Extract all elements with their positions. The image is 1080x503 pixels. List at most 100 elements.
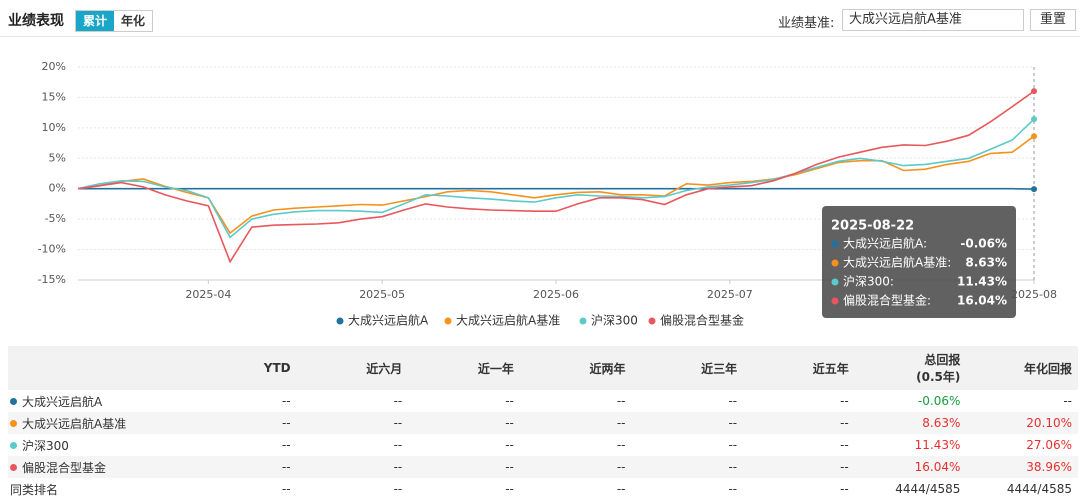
tab[interactable]: 年化 bbox=[121, 14, 146, 28]
header-text: 年化回报 bbox=[1023, 361, 1072, 376]
header-text: 总回报 bbox=[924, 353, 961, 367]
legend-label: 偏股混合型基金 bbox=[660, 313, 744, 328]
row-name: 大成兴远启航A基准 bbox=[22, 416, 127, 431]
row-name-cell: 沪深300 bbox=[8, 434, 185, 456]
table-cell: -- bbox=[281, 394, 291, 408]
header-text: 近三年 bbox=[701, 361, 738, 376]
header-cell bbox=[8, 346, 185, 390]
header-cell: 近一年 bbox=[408, 346, 520, 390]
row-name-cell: 大成兴远启航A bbox=[8, 390, 185, 412]
table-cell: -- bbox=[185, 456, 297, 478]
reset-button[interactable]: 重置 bbox=[1030, 9, 1076, 31]
returns-table: YTD 近六月 近一年 近两年 近三年 近五年 总回报 (0.5年) 年化回报 大成兴远启航A -… bbox=[8, 346, 1078, 500]
table-cell: 4444/4585 bbox=[1006, 482, 1072, 496]
legend-label: 大成兴远启航A bbox=[348, 313, 429, 328]
table-cell: -- bbox=[393, 438, 403, 452]
y-tick-label: 0% bbox=[49, 182, 66, 195]
header-cell: 近三年 bbox=[631, 346, 744, 390]
table-cell: -- bbox=[296, 412, 409, 434]
table-cell: -- bbox=[281, 438, 291, 452]
header-cell: YTD bbox=[185, 346, 297, 390]
legend-marker bbox=[648, 317, 656, 325]
tooltip-value: 16.04% bbox=[957, 294, 1007, 308]
benchmark-input[interactable]: 大成兴远启航A基准 bbox=[842, 9, 1024, 31]
header-cell: 近两年 bbox=[519, 346, 632, 390]
tooltip-name: 大成兴远启航A: bbox=[843, 236, 927, 251]
table-cell: -- bbox=[519, 456, 632, 478]
table-cell: -- bbox=[743, 456, 855, 478]
x-tick-label: 2025-04 bbox=[185, 288, 231, 301]
y-tick-label: -5% bbox=[45, 212, 66, 225]
header-text: (0.5年) bbox=[916, 370, 961, 384]
header-text: 近六月 bbox=[366, 361, 403, 376]
x-tick-label: 2025-06 bbox=[533, 288, 579, 301]
table-cell: -- bbox=[1063, 394, 1072, 408]
tooltip-marker bbox=[831, 240, 839, 248]
y-tick-label: 15% bbox=[42, 90, 66, 103]
table-cell: 38.96% bbox=[966, 456, 1078, 478]
header-text: 近两年 bbox=[589, 361, 626, 376]
table-cell: 4444/4585 bbox=[895, 482, 961, 496]
section-title: 业绩表现 bbox=[8, 13, 64, 29]
y-tick-label: 5% bbox=[49, 151, 66, 164]
table-cell: -- bbox=[505, 438, 514, 452]
table-cell: -- bbox=[616, 482, 626, 496]
table-cell: 11.43% bbox=[914, 438, 961, 452]
tooltip-marker bbox=[831, 259, 839, 267]
row-marker bbox=[10, 463, 17, 471]
tooltip-marker bbox=[831, 297, 839, 305]
legend-marker bbox=[336, 317, 344, 325]
table-cell: -- bbox=[505, 394, 514, 408]
header-cell: 年化回报 bbox=[966, 346, 1078, 390]
legend-marker bbox=[444, 317, 452, 325]
table-row: 同类排名 -- -- -- -- -- -- 4444/4585 4444/4585 bbox=[8, 478, 1078, 500]
row-name-cell: 大成兴远启航A基准 bbox=[8, 412, 185, 434]
row-name-cell: 偏股混合型基金 bbox=[8, 456, 185, 478]
x-tick-label: 2025-05 bbox=[359, 288, 405, 301]
header-text: 近五年 bbox=[812, 361, 849, 376]
table-cell: -- bbox=[519, 412, 632, 434]
table-cell: -- bbox=[631, 456, 744, 478]
table-cell: 27.06% bbox=[1026, 438, 1072, 452]
table-cell: -- bbox=[840, 482, 849, 496]
table-cell: -- bbox=[281, 482, 291, 496]
table-cell: -- bbox=[728, 394, 738, 408]
row-name: 沪深300 bbox=[22, 438, 69, 453]
table-cell: -- bbox=[408, 456, 520, 478]
series-line bbox=[77, 118, 1035, 239]
tabs: 累计 年化 bbox=[75, 10, 154, 32]
y-tick-label: -10% bbox=[38, 243, 66, 256]
table-cell: -- bbox=[505, 482, 514, 496]
chart: -15% -10% -5% 0% 5% 10% 15% 20% 2025-04 2025-05 20… bbox=[38, 60, 1057, 328]
legend-marker bbox=[579, 317, 587, 325]
tooltip-box bbox=[822, 206, 1016, 318]
table-cell: -- bbox=[728, 482, 738, 496]
table-cell: 16.04% bbox=[854, 456, 967, 478]
table-cell: -- bbox=[840, 438, 849, 452]
table-cell: -0.06% bbox=[917, 394, 961, 408]
legend-label: 沪深300 bbox=[591, 314, 638, 328]
table-row: 大成兴远启航A基准 -- -- -- -- -- -- 8.63% 20.10% bbox=[8, 412, 1078, 434]
table-cell: -- bbox=[631, 412, 744, 434]
table-cell: -- bbox=[296, 456, 409, 478]
row-name-cell: 同类排名 bbox=[8, 478, 185, 500]
row-marker bbox=[10, 441, 17, 449]
row-name: 大成兴远启航A bbox=[22, 394, 103, 409]
tooltip-name: 大成兴远启航A基准: bbox=[843, 255, 951, 270]
tab[interactable]: 累计 bbox=[76, 11, 115, 31]
table-cell: -- bbox=[728, 438, 738, 452]
end-point bbox=[1031, 186, 1037, 193]
y-tick-label: -15% bbox=[38, 273, 66, 286]
table-cell: -- bbox=[616, 438, 626, 452]
table-cell: -- bbox=[616, 394, 626, 408]
row-marker bbox=[10, 397, 17, 405]
table-cell: -- bbox=[393, 482, 403, 496]
row-name: 偏股混合型基金 bbox=[22, 460, 107, 475]
x-tick-label: 2025-08 bbox=[1011, 288, 1057, 301]
row-marker bbox=[10, 419, 17, 427]
table-row: 偏股混合型基金 -- -- -- -- -- -- 16.04% 38.96% bbox=[8, 456, 1078, 478]
tooltip-marker bbox=[831, 278, 839, 286]
tooltip-value: -0.06% bbox=[960, 237, 1007, 251]
end-point bbox=[1031, 133, 1037, 140]
x-tick-label: 2025-07 bbox=[707, 288, 753, 301]
